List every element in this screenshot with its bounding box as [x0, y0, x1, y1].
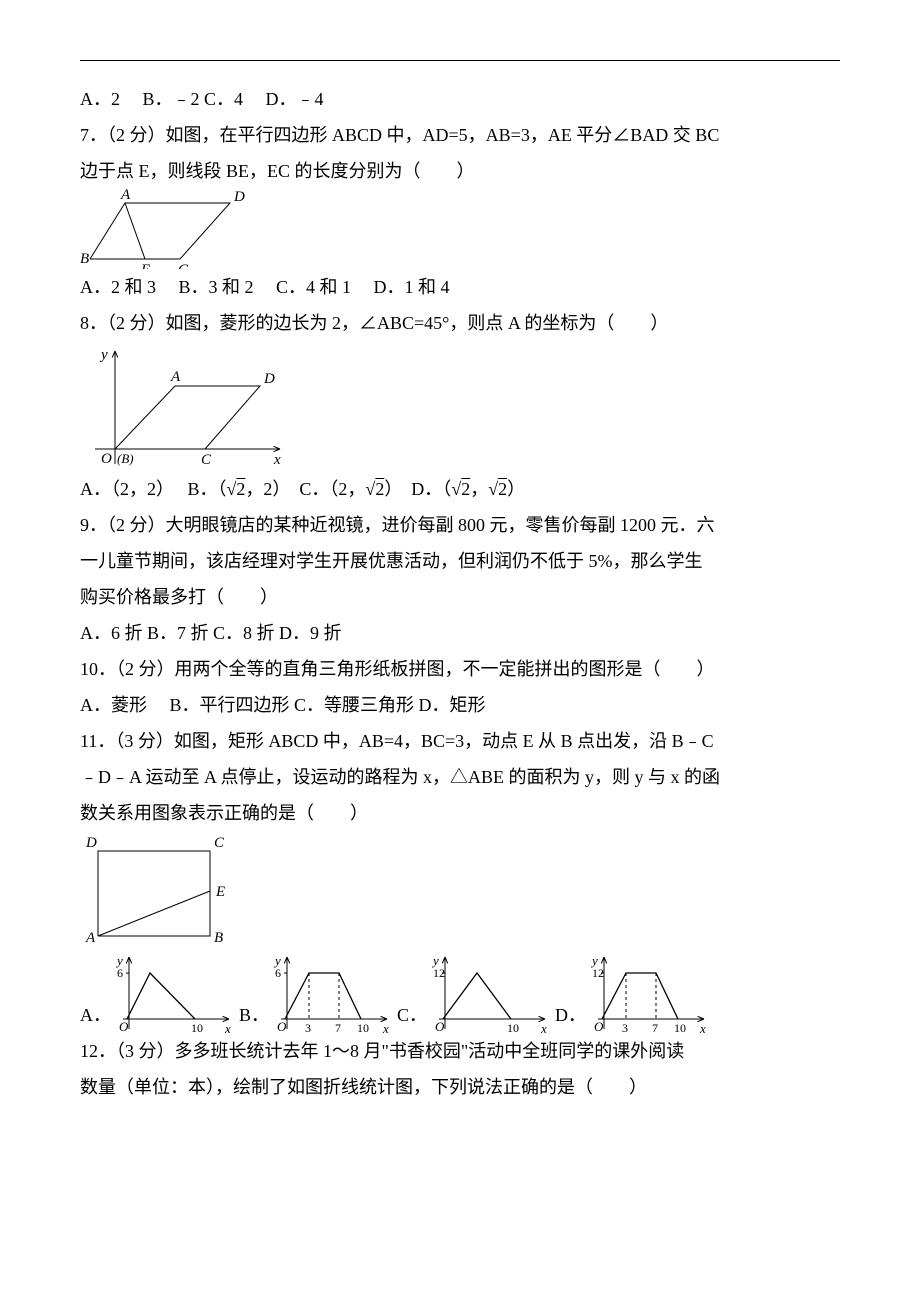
svg-text:7: 7: [335, 1021, 341, 1033]
svg-text:C: C: [214, 835, 225, 851]
q9-line2: 一儿童节期间，该店经理对学生开展优惠活动，但利润仍不低于 5%，那么学生: [80, 543, 840, 579]
svg-text:E: E: [215, 884, 225, 900]
q8-options: A．（2，2） B．（√2，2） C．（2，√2） D．（√2，√2）: [80, 471, 840, 507]
svg-text:x: x: [273, 452, 281, 468]
svg-text:6: 6: [275, 966, 281, 980]
q11-line2: ﹣D﹣A 运动至 A 点停止，设运动的路程为 x，△ABE 的面积为 y，则 y…: [80, 759, 840, 795]
q11-opt-c-graph: yxO1210: [431, 951, 551, 1033]
svg-text:10: 10: [674, 1021, 686, 1033]
q6-opt-c: C．4: [204, 89, 243, 109]
q6-opt-a: A．2: [80, 89, 120, 109]
svg-text:C: C: [201, 452, 212, 468]
q12-line2: 数量（单位：本），绘制了如图折线统计图，下列说法正确的是（ ）: [80, 1069, 840, 1105]
q8-opt-text-1: A．（2，2） B．（: [80, 479, 227, 499]
q7-stem-line2: 边于点 E，则线段 BE，EC 的长度分别为（ ）: [80, 153, 840, 189]
q11-line3: 数关系用图象表示正确的是（ ）: [80, 795, 840, 831]
sqrt2-icon-3: √2: [451, 479, 470, 499]
q7-opt-b: B．3 和 2: [179, 277, 254, 297]
q11-opt-c-label: C．: [397, 997, 427, 1033]
q11-opt-d-graph: yxO123710: [590, 951, 710, 1033]
svg-text:x: x: [382, 1021, 389, 1033]
svg-text:x: x: [540, 1021, 547, 1033]
svg-text:O: O: [277, 1019, 287, 1033]
svg-text:3: 3: [622, 1021, 628, 1033]
q8-opt-text-4: ，: [470, 479, 488, 499]
q11-opt-a-label: A．: [80, 997, 111, 1033]
q6-opt-b: B．﹣2: [143, 89, 200, 109]
q11-opt-a-graph: yxO610: [115, 951, 235, 1033]
q11-rect-figure: D C A B E: [80, 831, 230, 951]
svg-text:3: 3: [305, 1021, 311, 1033]
svg-text:A: A: [85, 930, 96, 946]
svg-text:O: O: [101, 451, 112, 467]
svg-text:B: B: [80, 251, 89, 267]
q11-option-row: A． yxO610 B． yxO63710 C． yxO1210 D． yxO1…: [80, 951, 840, 1033]
q7-options: A．2 和 3 B．3 和 2 C．4 和 1 D．1 和 4: [80, 269, 840, 305]
svg-text:10: 10: [357, 1021, 369, 1033]
svg-text:6: 6: [117, 966, 123, 980]
q10-stem: 10．（2 分）用两个全等的直角三角形纸板拼图，不一定能拼出的图形是（ ）: [80, 651, 840, 687]
q8-opt-text-3: ） D．（: [384, 479, 451, 499]
q11-opt-d-label: D．: [555, 997, 586, 1033]
svg-text:O: O: [119, 1019, 129, 1033]
q12-line1: 12．（3 分）多多班长统计去年 1～8 月"书香校园"活动中全班同学的课外阅读: [80, 1033, 840, 1069]
q7-opt-d: D．1 和 4: [374, 277, 450, 297]
q9-options: A．6 折 B．7 折 C．8 折 D．9 折: [80, 615, 840, 651]
svg-text:E: E: [140, 262, 150, 269]
q8-opt-text-2: ，2） C．（2，: [245, 479, 365, 499]
svg-text:D: D: [263, 371, 275, 387]
svg-text:10: 10: [507, 1021, 519, 1033]
svg-text:A: A: [120, 189, 131, 203]
svg-text:O: O: [435, 1019, 445, 1033]
top-rule: [80, 60, 840, 61]
q7-opt-a: A．2 和 3: [80, 277, 156, 297]
q11-line1: 11．（3 分）如图，矩形 ABCD 中，AB=4，BC=3，动点 E 从 B …: [80, 723, 840, 759]
q10-options: A．菱形 B．平行四边形 C．等腰三角形 D．矩形: [80, 687, 840, 723]
sqrt2-icon-4: √2: [488, 479, 507, 499]
sqrt2-icon-2: √2: [365, 479, 384, 499]
svg-text:y: y: [99, 347, 108, 363]
q8-stem: 8．（2 分）如图，菱形的边长为 2，∠ABC=45°，则点 A 的坐标为（ ）: [80, 305, 840, 341]
svg-text:x: x: [699, 1021, 706, 1033]
q11-opt-b-label: B．: [239, 997, 269, 1033]
q9-line1: 9．（2 分）大明眼镜店的某种近视镜，进价每副 800 元，零售价每副 1200…: [80, 507, 840, 543]
svg-text:10: 10: [191, 1021, 203, 1033]
q6-opt-d: D．﹣4: [266, 89, 324, 109]
sqrt2-icon-1: √2: [227, 479, 246, 499]
svg-text:C: C: [178, 262, 189, 269]
svg-text:O: O: [594, 1019, 604, 1033]
q8-opt-text-5: ）: [507, 479, 525, 499]
svg-text:(B): (B): [117, 451, 134, 466]
q6-options: A．2 B．﹣2 C．4 D．﹣4: [80, 81, 840, 117]
svg-text:7: 7: [652, 1021, 658, 1033]
q11-opt-b-graph: yxO63710: [273, 951, 393, 1033]
q7-opt-c: C．4 和 1: [276, 277, 351, 297]
svg-text:A: A: [170, 369, 181, 385]
q8-figure: O (B) Cx y A D: [80, 341, 290, 471]
svg-text:D: D: [233, 189, 245, 205]
svg-text:x: x: [224, 1021, 231, 1033]
q7-figure: A D B E C: [80, 189, 250, 269]
q9-line3: 购买价格最多打（ ）: [80, 579, 840, 615]
svg-text:D: D: [85, 835, 97, 851]
svg-text:B: B: [214, 930, 223, 946]
q7-stem-line1: 7．（2 分）如图，在平行四边形 ABCD 中，AD=5，AB=3，AE 平分∠…: [80, 117, 840, 153]
